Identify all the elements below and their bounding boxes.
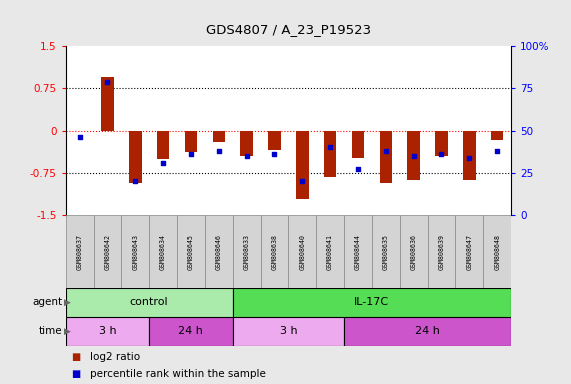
Bar <box>380 131 392 183</box>
Bar <box>372 215 400 288</box>
Bar <box>233 215 260 288</box>
Bar <box>129 131 142 183</box>
Bar <box>483 215 511 288</box>
Text: GSM808634: GSM808634 <box>160 233 166 270</box>
Point <box>437 151 446 157</box>
Point <box>270 151 279 157</box>
Bar <box>324 131 336 177</box>
Bar <box>240 131 253 156</box>
Text: GSM808633: GSM808633 <box>244 233 250 270</box>
Point <box>465 154 474 161</box>
Text: ▶: ▶ <box>64 327 71 336</box>
Text: GSM808647: GSM808647 <box>467 233 472 270</box>
Bar <box>316 215 344 288</box>
Text: log2 ratio: log2 ratio <box>90 352 140 362</box>
Bar <box>428 215 456 288</box>
Text: GSM808641: GSM808641 <box>327 233 333 270</box>
Bar <box>352 131 364 157</box>
Text: GSM808639: GSM808639 <box>439 233 444 270</box>
Bar <box>101 77 114 131</box>
Point <box>493 148 502 154</box>
Bar <box>149 317 233 346</box>
Text: GSM808637: GSM808637 <box>77 233 83 270</box>
Bar <box>157 131 170 159</box>
Bar <box>456 215 483 288</box>
Point <box>242 153 251 159</box>
Bar <box>288 215 316 288</box>
Text: GSM808648: GSM808648 <box>494 233 500 270</box>
Bar <box>212 131 225 142</box>
Text: GSM808643: GSM808643 <box>132 233 138 270</box>
Text: GSM808636: GSM808636 <box>411 233 417 270</box>
Text: ■: ■ <box>71 369 81 379</box>
Bar <box>66 215 94 288</box>
Point <box>409 153 418 159</box>
Text: time: time <box>39 326 63 336</box>
Text: GSM808644: GSM808644 <box>355 233 361 270</box>
Bar <box>435 131 448 156</box>
Bar <box>122 215 149 288</box>
Point <box>353 166 363 172</box>
Bar <box>177 215 205 288</box>
Text: 24 h: 24 h <box>179 326 203 336</box>
Point <box>325 144 335 151</box>
Bar <box>233 288 511 317</box>
Bar <box>407 131 420 180</box>
Bar <box>400 215 428 288</box>
Text: ■: ■ <box>71 352 81 362</box>
Point <box>131 178 140 184</box>
Bar <box>344 215 372 288</box>
Bar <box>149 215 177 288</box>
Point <box>75 134 84 141</box>
Bar <box>268 131 281 150</box>
Point <box>297 178 307 184</box>
Text: 3 h: 3 h <box>280 326 297 336</box>
Bar <box>94 215 122 288</box>
Text: 24 h: 24 h <box>415 326 440 336</box>
Bar <box>184 131 197 152</box>
Point <box>159 160 168 166</box>
Bar <box>66 288 233 317</box>
Text: GSM808638: GSM808638 <box>271 233 278 270</box>
Bar <box>66 317 149 346</box>
Bar <box>260 215 288 288</box>
Text: GSM808635: GSM808635 <box>383 233 389 270</box>
Point <box>103 78 112 84</box>
Point <box>186 151 195 157</box>
Bar <box>463 131 476 180</box>
Text: GSM808645: GSM808645 <box>188 233 194 270</box>
Text: GSM808642: GSM808642 <box>104 233 110 270</box>
Bar <box>205 215 233 288</box>
Text: percentile rank within the sample: percentile rank within the sample <box>90 369 266 379</box>
Bar <box>296 131 308 199</box>
Text: 3 h: 3 h <box>99 326 116 336</box>
Text: IL-17C: IL-17C <box>354 297 389 308</box>
Text: GSM808646: GSM808646 <box>216 233 222 270</box>
Bar <box>344 317 511 346</box>
Point <box>381 148 391 154</box>
Text: ▶: ▶ <box>64 298 71 307</box>
Text: control: control <box>130 297 168 308</box>
Text: GSM808640: GSM808640 <box>299 233 305 270</box>
Bar <box>233 317 344 346</box>
Text: GDS4807 / A_23_P19523: GDS4807 / A_23_P19523 <box>206 23 371 36</box>
Bar <box>491 131 504 140</box>
Point <box>214 148 223 154</box>
Text: agent: agent <box>33 297 63 308</box>
